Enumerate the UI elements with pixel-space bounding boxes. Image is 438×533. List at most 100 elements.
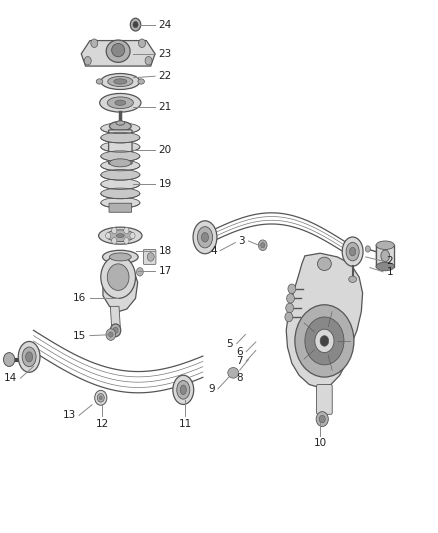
Ellipse shape [376, 241, 394, 249]
Text: 23: 23 [159, 49, 172, 59]
Text: 3: 3 [238, 236, 245, 246]
Text: 16: 16 [73, 293, 86, 303]
Circle shape [286, 303, 293, 313]
FancyBboxPatch shape [143, 249, 156, 264]
Text: 13: 13 [62, 410, 76, 421]
Polygon shape [110, 306, 120, 328]
Text: 5: 5 [226, 338, 233, 349]
FancyBboxPatch shape [317, 384, 332, 414]
Circle shape [112, 227, 117, 233]
Ellipse shape [346, 243, 359, 261]
Circle shape [285, 312, 293, 322]
Circle shape [101, 256, 135, 298]
Circle shape [131, 18, 141, 31]
Circle shape [124, 238, 129, 244]
Text: 9: 9 [208, 384, 215, 394]
Circle shape [133, 21, 138, 28]
Circle shape [130, 232, 135, 239]
FancyBboxPatch shape [109, 130, 132, 164]
Ellipse shape [101, 169, 140, 180]
Ellipse shape [350, 247, 356, 256]
Circle shape [112, 238, 117, 244]
Polygon shape [286, 253, 363, 387]
FancyBboxPatch shape [375, 244, 395, 268]
Text: 10: 10 [314, 438, 327, 448]
Ellipse shape [115, 100, 126, 106]
Circle shape [295, 305, 354, 377]
Ellipse shape [26, 352, 32, 362]
Ellipse shape [101, 142, 140, 152]
Text: 4: 4 [210, 246, 217, 255]
Circle shape [84, 56, 91, 65]
Circle shape [315, 329, 334, 353]
Ellipse shape [95, 390, 107, 405]
Text: 2: 2 [386, 256, 393, 266]
Circle shape [110, 324, 121, 337]
Ellipse shape [117, 234, 124, 238]
Ellipse shape [18, 342, 40, 372]
Ellipse shape [114, 79, 127, 84]
Circle shape [106, 329, 116, 341]
Ellipse shape [198, 227, 212, 248]
Polygon shape [103, 269, 138, 312]
Circle shape [316, 411, 328, 426]
Ellipse shape [228, 368, 239, 378]
Ellipse shape [381, 250, 389, 262]
Ellipse shape [108, 76, 133, 86]
Ellipse shape [100, 93, 141, 112]
Circle shape [286, 294, 294, 303]
Text: 18: 18 [159, 246, 172, 255]
Ellipse shape [101, 132, 140, 143]
Circle shape [305, 317, 344, 365]
Ellipse shape [110, 253, 131, 261]
FancyBboxPatch shape [109, 203, 131, 212]
Ellipse shape [116, 121, 125, 125]
Ellipse shape [101, 188, 140, 199]
Ellipse shape [201, 232, 208, 242]
Ellipse shape [101, 179, 140, 189]
Circle shape [319, 415, 325, 423]
Ellipse shape [101, 197, 140, 208]
Text: 20: 20 [159, 144, 172, 155]
Circle shape [138, 39, 145, 47]
Text: 19: 19 [159, 179, 172, 189]
Ellipse shape [96, 79, 103, 84]
Ellipse shape [318, 257, 332, 270]
Ellipse shape [101, 151, 140, 161]
Text: 22: 22 [159, 71, 172, 81]
Circle shape [261, 243, 265, 248]
Ellipse shape [110, 122, 131, 131]
Circle shape [113, 327, 118, 334]
Polygon shape [81, 41, 155, 66]
Ellipse shape [349, 276, 357, 282]
Text: 21: 21 [159, 102, 172, 112]
Ellipse shape [99, 396, 102, 400]
Ellipse shape [101, 123, 140, 134]
Ellipse shape [102, 251, 138, 264]
Ellipse shape [376, 262, 394, 271]
Ellipse shape [112, 44, 125, 57]
Ellipse shape [22, 347, 36, 367]
Ellipse shape [99, 227, 142, 244]
Text: 17: 17 [159, 266, 172, 276]
Circle shape [320, 336, 329, 346]
Circle shape [4, 353, 15, 367]
Circle shape [365, 246, 371, 252]
Ellipse shape [110, 159, 131, 167]
Ellipse shape [101, 160, 140, 171]
Circle shape [258, 240, 267, 251]
Ellipse shape [97, 393, 104, 402]
Text: 6: 6 [236, 346, 243, 357]
Ellipse shape [193, 221, 217, 254]
Ellipse shape [107, 97, 133, 109]
Text: 12: 12 [95, 419, 109, 429]
Ellipse shape [106, 40, 130, 62]
Circle shape [106, 232, 111, 239]
Text: 8: 8 [237, 373, 243, 383]
Circle shape [145, 56, 152, 65]
Circle shape [147, 253, 154, 261]
Ellipse shape [376, 243, 394, 269]
Text: 1: 1 [386, 267, 393, 277]
Text: 24: 24 [159, 20, 172, 30]
Circle shape [91, 39, 98, 47]
